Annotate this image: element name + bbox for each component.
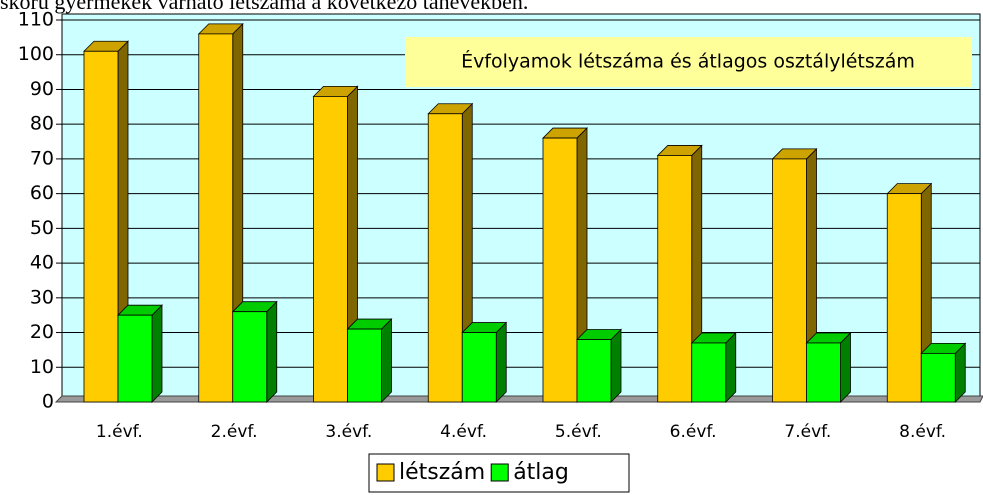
legend-swatch [376,463,395,482]
bar [231,300,278,403]
bar [576,328,622,403]
bar-front [232,311,268,403]
y-tick-label: 30 [30,286,54,308]
bar-side [495,321,507,403]
bar-front [886,193,922,403]
bar-side [610,328,622,403]
bar-front [427,113,463,403]
bar-front [657,155,693,403]
bar-front [117,314,153,403]
bar [197,22,244,403]
x-tick-label: 1.évf. [96,422,143,442]
x-tick-label: 5.évf. [555,422,602,442]
y-tick-label: 0 [42,391,54,413]
bar-side [725,331,737,403]
chart-title: skorú gyermekek várható létszáma a követ… [0,0,528,14]
bar-front [691,342,727,403]
bar [117,304,163,403]
legend-label: átlag [513,460,569,485]
legend: létszám átlag [368,453,630,493]
bar [771,147,818,403]
annotation-box [405,37,972,87]
legend-label: létszám [399,460,485,485]
bar-front [313,96,348,403]
bar [461,321,508,403]
y-tick-label: 10 [30,356,54,378]
x-tick-label: 6.évf. [670,422,717,442]
bar [312,85,359,403]
annotation: Évfolyamok létszáma és átlagos osztálylé… [461,50,915,73]
bar [542,127,588,403]
bar [920,342,967,403]
x-tick-label: 3.évf. [325,422,372,442]
bar-side [266,300,278,403]
bar-side [840,331,851,403]
bar-front [83,50,119,403]
y-tick-label: 100 [18,43,54,65]
y-tick-label: 50 [30,217,54,239]
legend-swatch [490,463,509,482]
y-tick-label: 90 [30,78,54,100]
bar-side [381,318,392,403]
bar [346,318,393,403]
y-tick-label: 70 [30,147,54,169]
y-tick-label: 80 [30,113,54,135]
x-tick-label: 7.évf. [784,422,831,442]
y-tick-label: 20 [30,321,54,343]
x-tick-label: 4.évf. [440,422,487,442]
bar-front [772,158,807,403]
bar-front [576,339,612,403]
bar-front [542,137,578,403]
bar-front [461,332,497,403]
x-tick-label: 8.évf. [899,422,946,442]
x-tick-label: 2.évf. [211,422,258,442]
bar [805,331,852,403]
bar [690,331,737,403]
bar-front [347,328,382,403]
bar-side [151,304,163,403]
bar-front [198,33,234,403]
y-tick-label: 40 [30,252,54,274]
bar-front [920,352,956,403]
y-tick-label: 60 [30,182,54,204]
bar [83,40,129,403]
y-tick-label: 110 [18,9,54,31]
bar-front [806,342,841,403]
